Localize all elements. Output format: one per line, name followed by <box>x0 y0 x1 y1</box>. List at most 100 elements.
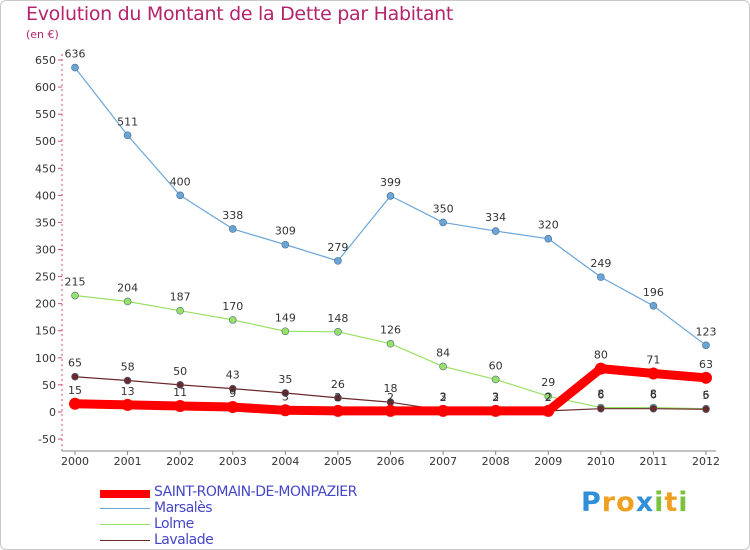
data-label: 334 <box>485 211 506 224</box>
data-label: 3 <box>282 390 289 403</box>
chart-subtitle: (en €) <box>26 28 59 41</box>
x-tick-label: 2003 <box>219 455 247 468</box>
data-label: 26 <box>331 378 345 391</box>
x-tick-label: 2009 <box>534 455 562 468</box>
data-point <box>281 327 290 336</box>
data-point <box>439 362 447 371</box>
data-label: 29 <box>541 376 555 389</box>
data-label: 2 <box>492 391 499 404</box>
data-label: 6 <box>650 389 657 402</box>
data-label: 2 <box>387 391 394 404</box>
data-label: 50 <box>173 365 187 378</box>
data-label: 60 <box>489 359 503 372</box>
logo-letter: i <box>654 487 665 518</box>
x-tick-label: 2005 <box>324 455 352 468</box>
data-point <box>700 371 712 384</box>
logo-letter: i <box>678 487 689 518</box>
data-label: 2 <box>545 391 552 404</box>
proxiti-logo: Proxiti <box>581 487 689 518</box>
data-point <box>386 339 395 348</box>
logo-letter: o <box>616 487 636 518</box>
data-label: 126 <box>380 324 401 337</box>
data-label: 8 <box>650 388 657 401</box>
data-point <box>71 63 79 72</box>
data-point <box>331 404 344 417</box>
data-point <box>176 191 184 200</box>
y-tick-label: 50 <box>42 379 56 392</box>
data-point <box>597 273 605 281</box>
data-label: 2 <box>545 391 552 404</box>
data-label: 80 <box>594 349 608 362</box>
legend-label: SAINT-ROMAIN-DE-MONPAZIER <box>154 484 357 500</box>
data-point <box>491 227 500 235</box>
y-tick-label: -50 <box>38 433 56 446</box>
data-label: 11 <box>173 386 187 399</box>
data-label: 123 <box>696 325 717 338</box>
data-label: 8 <box>597 388 604 401</box>
data-point <box>542 404 555 417</box>
y-tick-label: 600 <box>35 81 56 94</box>
data-label: 3 <box>440 390 447 403</box>
data-label: 3 <box>492 390 499 403</box>
legend-label: Lolme <box>154 516 194 532</box>
data-point <box>123 297 132 306</box>
data-point <box>594 362 607 375</box>
data-label: 170 <box>222 300 243 313</box>
data-point <box>544 392 553 401</box>
data-label: 399 <box>380 176 401 189</box>
data-label: 15 <box>68 384 82 397</box>
data-point <box>176 381 184 389</box>
data-point <box>69 397 81 410</box>
data-point <box>334 394 342 402</box>
data-point <box>334 257 342 265</box>
y-tick-label: 300 <box>35 244 56 257</box>
data-label: 511 <box>117 115 138 128</box>
x-tick-label: 2001 <box>114 455 142 468</box>
data-label: 6 <box>703 389 710 402</box>
data-label: 18 <box>384 382 398 395</box>
data-label: 196 <box>643 286 664 299</box>
y-tick-label: 350 <box>35 216 56 229</box>
x-tick-label: 2004 <box>271 455 299 468</box>
x-tick-label: 2012 <box>692 455 720 468</box>
data-point <box>123 376 132 385</box>
data-label: 187 <box>170 291 191 304</box>
data-point <box>281 240 290 249</box>
data-label: 13 <box>121 385 135 398</box>
chart-title: Evolution du Montant de la Dette par Hab… <box>26 3 454 25</box>
x-tick-label: 2007 <box>429 455 457 468</box>
line-chart: -500501001502002503003504004505005506006… <box>35 48 720 468</box>
legend-swatch <box>100 508 150 509</box>
data-label: 9 <box>229 387 236 400</box>
logo-letter: t <box>664 487 679 518</box>
data-label: 2 <box>440 391 447 404</box>
data-label: 65 <box>68 357 82 370</box>
logo-letter: P <box>581 487 602 518</box>
data-point <box>597 404 605 413</box>
logo-letter: r <box>601 487 617 518</box>
data-label: 63 <box>699 358 713 371</box>
y-tick-label: 100 <box>35 352 56 365</box>
y-tick-label: 150 <box>35 325 56 338</box>
data-point <box>279 404 292 417</box>
legend-swatch <box>100 540 150 541</box>
data-point <box>176 306 184 315</box>
data-point <box>649 404 658 413</box>
data-label: 636 <box>65 48 86 61</box>
legend-swatch <box>100 524 150 525</box>
data-point <box>226 401 239 414</box>
data-point <box>281 389 290 397</box>
data-label: 215 <box>65 276 86 289</box>
data-label: 5 <box>703 389 710 402</box>
data-point <box>174 399 187 412</box>
y-tick-label: 0 <box>49 406 56 419</box>
data-label: 400 <box>170 175 191 188</box>
legend-item-lolme: Lolme <box>100 516 500 533</box>
x-tick-label: 2010 <box>587 455 615 468</box>
data-label: 58 <box>121 361 135 374</box>
data-point <box>228 384 237 393</box>
x-tick-label: 2002 <box>166 455 194 468</box>
data-label: 84 <box>436 346 450 359</box>
data-label: 149 <box>275 311 296 324</box>
